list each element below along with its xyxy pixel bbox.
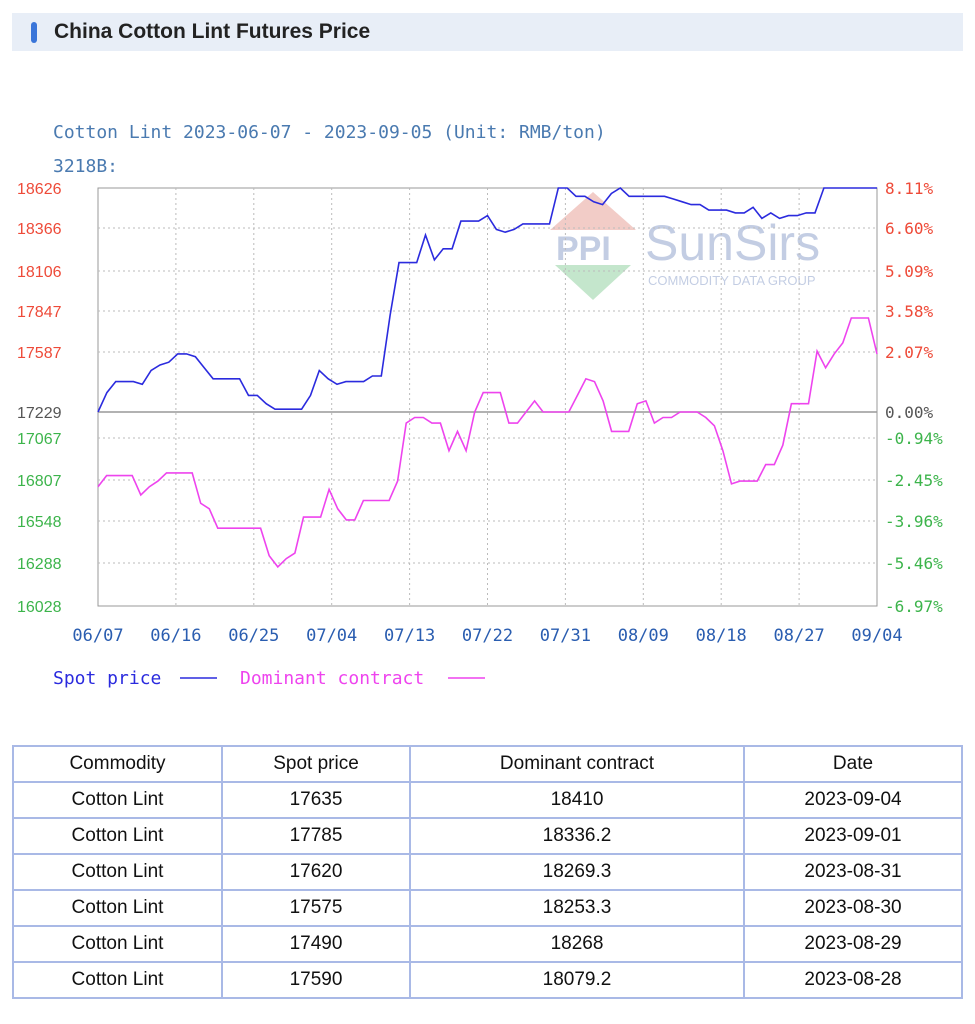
table-row: Cotton Lint 17635 18410 2023-09-04 <box>12 781 963 819</box>
table-cell: Cotton Lint <box>12 925 223 963</box>
right-tick-label: 5.09% <box>885 262 934 281</box>
left-tick-label: 17229 <box>17 405 62 422</box>
watermark-mark: PPI <box>556 230 611 268</box>
price-chart: PPI SunSirs COMMODITY DATA GROUP Cotton … <box>17 122 943 689</box>
left-tick-label: 16288 <box>17 556 62 573</box>
table-row: Cotton Lint 17590 18079.2 2023-08-28 <box>12 961 963 999</box>
chart-grid <box>97 187 878 607</box>
table-cell: 17785 <box>221 817 411 855</box>
right-tick-label: -5.46% <box>885 554 943 573</box>
table-cell: 17575 <box>221 889 411 927</box>
column-header: Spot price <box>221 745 411 783</box>
table-cell: Cotton Lint <box>12 853 223 891</box>
left-tick-label: 16028 <box>17 599 62 616</box>
x-axis: 06/07 06/16 06/25 07/04 07/13 07/22 07/31 08/09… <box>72 626 902 646</box>
x-tick-label: 06/16 <box>150 626 201 646</box>
table-cell: 18079.2 <box>409 961 745 999</box>
x-tick-label: 07/04 <box>306 626 357 646</box>
watermark-subtext: COMMODITY DATA GROUP <box>648 273 816 288</box>
right-tick-label: -3.96% <box>885 512 943 531</box>
right-tick-label: 6.60% <box>885 219 934 238</box>
table-cell: 18269.3 <box>409 853 745 891</box>
x-tick-label: 08/18 <box>696 626 747 646</box>
x-tick-label: 09/04 <box>851 626 902 646</box>
header-accent-bar <box>31 22 37 43</box>
right-tick-label: 3.58% <box>885 302 934 321</box>
chart-subtitle: 3218B: <box>53 156 118 177</box>
legend-dominant-label: Dominant contract <box>240 668 424 689</box>
legend-spot-label: Spot price <box>53 668 161 689</box>
x-tick-label: 08/09 <box>618 626 669 646</box>
section-header: China Cotton Lint Futures Price <box>12 13 963 51</box>
column-header: Date <box>743 745 963 783</box>
left-tick-label: 16548 <box>17 514 62 531</box>
x-tick-label: 07/31 <box>540 626 591 646</box>
table-cell: 2023-09-01 <box>743 817 963 855</box>
series-lines <box>97 186 878 569</box>
series-line-spot-price <box>97 186 877 413</box>
table-cell: Cotton Lint <box>12 817 223 855</box>
column-header: Dominant contract <box>409 745 745 783</box>
table-cell: 17590 <box>221 961 411 999</box>
sunsirs-watermark: PPI SunSirs COMMODITY DATA GROUP <box>550 192 820 300</box>
table-cell: 18268 <box>409 925 745 963</box>
right-tick-label: 8.11% <box>885 179 934 198</box>
table-cell: 17635 <box>221 781 411 819</box>
table-cell: 2023-08-31 <box>743 853 963 891</box>
right-tick-label: -6.97% <box>885 597 943 616</box>
table-cell: 2023-09-04 <box>743 781 963 819</box>
table-cell: Cotton Lint <box>12 889 223 927</box>
table-row: Cotton Lint 17490 18268 2023-08-29 <box>12 925 963 963</box>
table-row: Cotton Lint 17620 18269.3 2023-08-31 <box>12 853 963 891</box>
left-tick-label: 17067 <box>17 431 62 448</box>
table-cell: 17620 <box>221 853 411 891</box>
table-cell: 2023-08-28 <box>743 961 963 999</box>
table-cell: Cotton Lint <box>12 961 223 999</box>
table-row: Cotton Lint 17785 18336.2 2023-09-01 <box>12 817 963 855</box>
chart-title: Cotton Lint 2023-06-07 - 2023-09-05 (Uni… <box>53 122 606 143</box>
table-cell: 2023-08-30 <box>743 889 963 927</box>
series-line-dominant-contract <box>97 317 878 569</box>
left-tick-label: 18106 <box>17 264 62 281</box>
right-axis: 8.11% 6.60% 5.09% 3.58% 2.07% 0.00% -0.94% -2.4… <box>885 179 943 616</box>
table-header-row: Commodity Spot price Dominant contract D… <box>12 745 963 783</box>
watermark-text: SunSirs <box>645 215 820 271</box>
x-tick-label: 07/22 <box>462 626 513 646</box>
table-cell: 18336.2 <box>409 817 745 855</box>
left-tick-label: 17847 <box>17 304 62 321</box>
x-tick-label: 07/13 <box>384 626 435 646</box>
x-tick-label: 06/07 <box>72 626 123 646</box>
table-cell: Cotton Lint <box>12 781 223 819</box>
x-tick-label: 06/25 <box>228 626 279 646</box>
left-tick-label: 18626 <box>17 181 62 198</box>
table-row: Cotton Lint 17575 18253.3 2023-08-30 <box>12 889 963 927</box>
table-cell: 18410 <box>409 781 745 819</box>
page-title: China Cotton Lint Futures Price <box>54 20 371 43</box>
left-tick-label: 16807 <box>17 473 62 490</box>
chart-legend: Spot price Dominant contract <box>53 668 485 689</box>
right-tick-label: 0.00% <box>885 403 934 422</box>
column-header: Commodity <box>12 745 223 783</box>
table-cell: 18253.3 <box>409 889 745 927</box>
right-tick-label: -0.94% <box>885 429 943 448</box>
x-tick-label: 08/27 <box>774 626 825 646</box>
left-tick-label: 18366 <box>17 221 62 238</box>
right-tick-label: 2.07% <box>885 343 934 362</box>
left-tick-label: 17587 <box>17 345 62 362</box>
table-cell: 2023-08-29 <box>743 925 963 963</box>
left-axis: 18626 18366 18106 17847 17587 17229 17067 16807… <box>17 181 62 616</box>
table-cell: 17490 <box>221 925 411 963</box>
right-tick-label: -2.45% <box>885 471 943 490</box>
price-table: Commodity Spot price Dominant contract D… <box>12 745 963 999</box>
